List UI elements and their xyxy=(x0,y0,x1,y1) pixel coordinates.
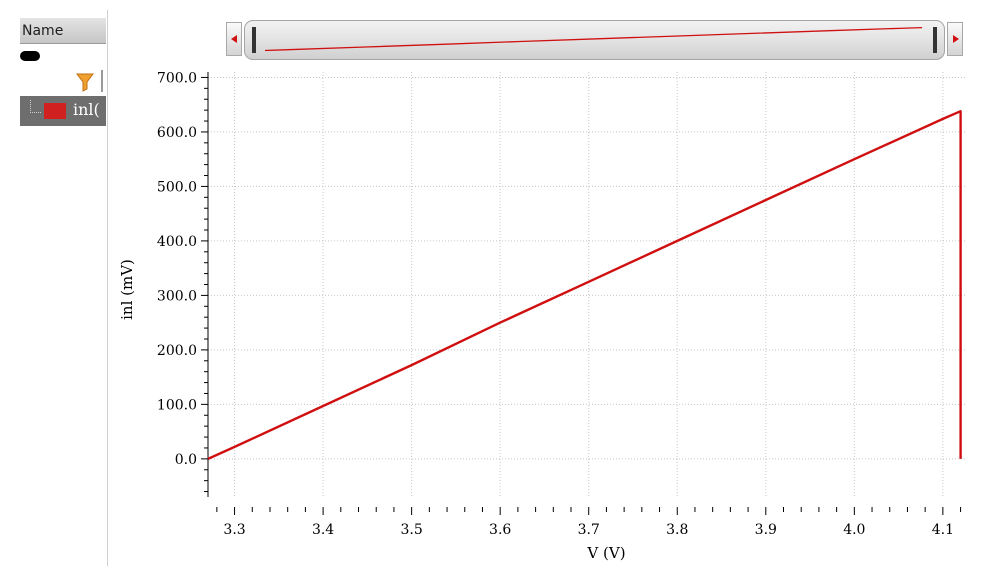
y-tick-label: 100.0 xyxy=(157,397,197,413)
x-tick-label: 3.9 xyxy=(755,522,777,538)
y-tick-label: 600.0 xyxy=(157,125,197,141)
column-divider xyxy=(101,70,103,92)
legend-color-swatch xyxy=(44,103,66,119)
x-tick-label: 3.8 xyxy=(666,522,688,538)
name-column-header[interactable]: Name xyxy=(20,18,106,44)
y-tick-label: 300.0 xyxy=(157,288,197,304)
overview-track[interactable] xyxy=(244,20,945,60)
x-tick-label: 3.6 xyxy=(489,522,511,538)
scroll-right-button[interactable] xyxy=(947,22,963,56)
legend-item-inl[interactable]: inl( xyxy=(20,96,106,126)
x-tick-label: 3.4 xyxy=(312,522,334,538)
right-arrow-icon xyxy=(953,35,959,43)
y-tick-label: 400.0 xyxy=(157,234,197,250)
y-tick-label: 0.0 xyxy=(175,452,197,468)
x-tick-label: 3.3 xyxy=(223,522,245,538)
x-tick-label: 3.5 xyxy=(401,522,423,538)
legend-item-label: inl( xyxy=(73,100,100,119)
chart[interactable]: 0.0 100.0 200.0 300.0 400.0 500.0 600.0 700.0 3.… xyxy=(108,60,1005,578)
y-axis-label: inl (mV) xyxy=(118,259,136,320)
x-axis-label: V (V) xyxy=(586,544,625,562)
y-tick-label: 700.0 xyxy=(157,70,197,86)
panel-divider xyxy=(107,10,108,566)
x-tick-label: 3.7 xyxy=(578,522,600,538)
scroll-left-button[interactable] xyxy=(226,22,242,56)
y-tick-label: 500.0 xyxy=(157,179,197,195)
x-tick-label: 4.1 xyxy=(932,522,954,538)
overview-series-line xyxy=(264,26,923,52)
x-tick-label: 4.0 xyxy=(843,522,865,538)
range-handle-right[interactable] xyxy=(933,27,937,53)
left-arrow-icon xyxy=(231,35,237,43)
overview-svg xyxy=(264,26,923,52)
legend-panel: Name inl( xyxy=(0,0,108,578)
collapse-pill-icon[interactable] xyxy=(20,51,40,61)
filter-icon[interactable] xyxy=(76,72,94,92)
tree-connector xyxy=(30,100,41,113)
y-tick-label: 200.0 xyxy=(157,343,197,359)
series-line-inl xyxy=(207,110,962,460)
overview-navigator[interactable] xyxy=(226,20,963,60)
range-handle-left[interactable] xyxy=(252,27,256,53)
